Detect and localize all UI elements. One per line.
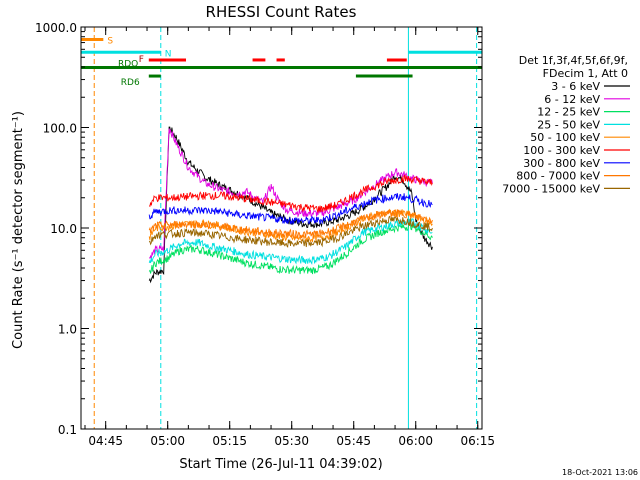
legend-entry-label-1: 6 - 12 keV bbox=[544, 93, 600, 106]
x-axis-label: Start Time (26-Jul-11 04:39:02) bbox=[179, 457, 382, 472]
y-tick-label-1: 1.0 bbox=[58, 323, 77, 337]
legend: Det 1f,3f,4f,5f,6f,9f, FDecim 1, Att 0 3… bbox=[502, 54, 630, 195]
flag-label-1: N bbox=[165, 49, 172, 59]
footer-date: 18-Oct-2021 13:06 bbox=[562, 468, 638, 477]
series-line-6 bbox=[148, 193, 433, 226]
y-tick-label-0: 0.1 bbox=[58, 423, 77, 437]
legend-entry-label-8: 7000 - 15000 keV bbox=[502, 182, 600, 195]
y-tick-label-4: 1000.0 bbox=[35, 21, 77, 35]
y-axis-label: Count Rate (s⁻¹ detector segment⁻¹) bbox=[11, 111, 26, 349]
series-line-5 bbox=[148, 174, 433, 214]
legend-entry-label-2: 12 - 25 keV bbox=[537, 106, 600, 119]
series-line-7 bbox=[148, 209, 433, 239]
series-line-3 bbox=[148, 217, 433, 265]
series-line-8 bbox=[148, 215, 433, 248]
series-line-0 bbox=[148, 126, 433, 284]
chart-title: RHESSI Count Rates bbox=[206, 3, 357, 21]
series-line-2 bbox=[148, 222, 433, 275]
x-tick-label-3: 05:30 bbox=[274, 434, 309, 448]
flag-label-2: F bbox=[139, 55, 144, 65]
flag-label-4: RD6 bbox=[121, 78, 140, 88]
y-tick-label-3: 100.0 bbox=[43, 122, 77, 136]
flag-label-0: S bbox=[107, 37, 113, 47]
legend-entry-label-6: 300 - 800 keV bbox=[523, 157, 600, 170]
axes: 0.1 1.0 10.0 100.0 1000.0 04:45 05:00 05:15 05:3… bbox=[35, 21, 495, 448]
legend-entry-label-7: 800 - 7000 keV bbox=[516, 170, 600, 183]
x-tick-label-1: 05:00 bbox=[150, 434, 185, 448]
x-tick-label-5: 06:00 bbox=[398, 434, 433, 448]
x-tick-label-6: 06:15 bbox=[460, 434, 495, 448]
legend-entry-label-5: 100 - 300 keV bbox=[523, 144, 600, 157]
legend-header-line-1: Det 1f,3f,4f,5f,6f,9f, bbox=[519, 54, 628, 67]
legend-header-line-2: FDecim 1, Att 0 bbox=[543, 67, 628, 80]
legend-entry-label-3: 25 - 50 keV bbox=[537, 118, 600, 131]
series-line-1 bbox=[148, 128, 433, 260]
flag-label-3: RDO bbox=[118, 60, 138, 70]
legend-entry-label-4: 50 - 100 keV bbox=[530, 131, 600, 144]
x-tick-label-2: 05:15 bbox=[212, 434, 247, 448]
x-tick-label-0: 04:45 bbox=[88, 434, 123, 448]
x-tick-label-4: 05:45 bbox=[336, 434, 371, 448]
legend-entry-label-0: 3 - 6 keV bbox=[551, 80, 600, 93]
y-tick-label-2: 10.0 bbox=[50, 222, 77, 236]
